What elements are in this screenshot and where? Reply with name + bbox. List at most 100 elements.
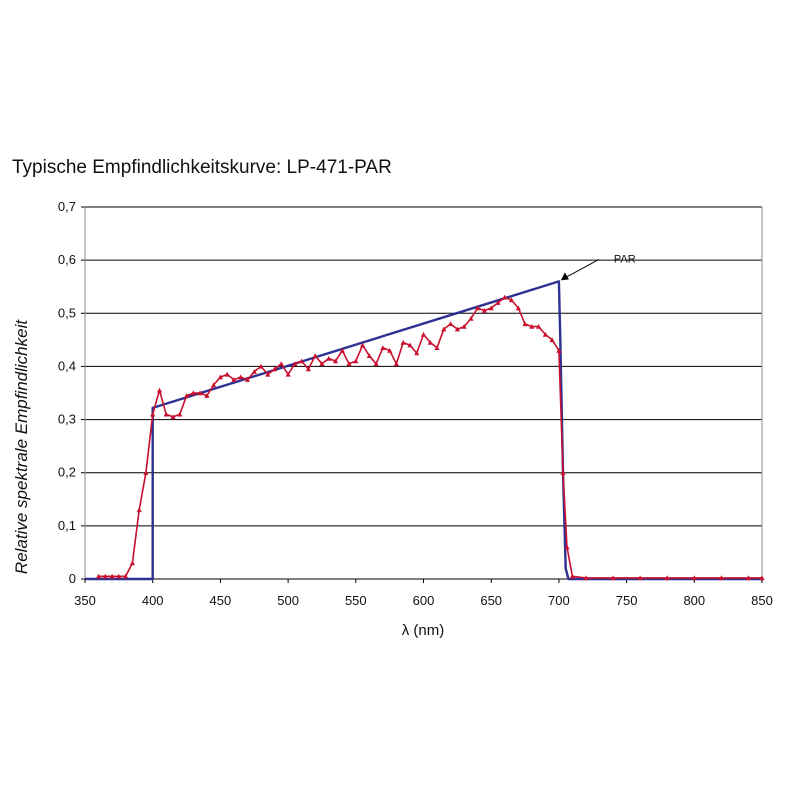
series-2-point bbox=[454, 326, 460, 332]
series-2-point bbox=[508, 297, 515, 303]
series-2-point bbox=[475, 305, 481, 311]
y-tick-label: 0,4 bbox=[58, 358, 76, 373]
series-2-point bbox=[305, 366, 311, 372]
series-2-point bbox=[238, 374, 244, 380]
x-tick-label: 650 bbox=[480, 593, 502, 608]
series-2-point bbox=[542, 331, 548, 337]
series-2-point bbox=[190, 390, 196, 396]
series-2-point bbox=[312, 353, 318, 358]
series-2-point bbox=[211, 382, 217, 388]
series-2-point bbox=[468, 316, 474, 321]
x-tick-label: 550 bbox=[345, 593, 367, 608]
series-2-point bbox=[373, 361, 379, 366]
y-tick-label: 0,6 bbox=[58, 252, 76, 267]
series-2-point bbox=[163, 411, 169, 417]
series-2-point bbox=[332, 358, 339, 364]
y-tick-label: 0,3 bbox=[58, 412, 76, 427]
series-2-point bbox=[427, 339, 433, 345]
series-2-point bbox=[564, 544, 570, 550]
x-tick-label: 800 bbox=[683, 593, 705, 608]
series-2-point bbox=[380, 345, 386, 350]
series-2-point bbox=[292, 361, 298, 366]
series-2-point bbox=[299, 358, 305, 364]
series-2-point bbox=[285, 371, 291, 377]
series-2-point bbox=[495, 300, 501, 305]
series-2-point bbox=[691, 575, 697, 581]
series-2-point bbox=[136, 507, 142, 513]
x-tick-label: 450 bbox=[210, 593, 232, 608]
y-tick-label: 0,7 bbox=[58, 199, 76, 214]
annotation-label: PAR bbox=[614, 253, 636, 265]
series-2-point bbox=[420, 331, 427, 337]
series-2-point bbox=[448, 321, 454, 327]
x-tick-label: 600 bbox=[413, 593, 435, 608]
chart-title: Typische Empfindlichkeitskurve: LP-471-P… bbox=[12, 157, 392, 178]
y-tick-label: 0,2 bbox=[58, 465, 76, 480]
series-2-point bbox=[346, 361, 352, 366]
series-2-point bbox=[197, 390, 203, 396]
series-2-line bbox=[98, 296, 762, 579]
series-2-point bbox=[360, 342, 366, 348]
series-2-point bbox=[123, 573, 129, 579]
series-2-point bbox=[441, 326, 447, 332]
series-2-point bbox=[184, 393, 190, 398]
x-tick-label: 850 bbox=[751, 593, 773, 608]
series-2-point bbox=[95, 573, 102, 579]
annotation-arrow-head bbox=[560, 272, 569, 281]
series-2-point bbox=[414, 350, 420, 356]
series-2-point bbox=[515, 305, 521, 311]
series-2-point bbox=[488, 305, 494, 311]
x-tick-label: 700 bbox=[548, 593, 570, 608]
x-axis-label: λ (nm) bbox=[401, 622, 445, 639]
y-tick-label: 0 bbox=[69, 571, 76, 586]
series-2-point bbox=[244, 377, 251, 382]
series-2-point bbox=[745, 575, 752, 581]
series-2-point bbox=[529, 324, 535, 329]
series-2-point bbox=[109, 573, 115, 579]
series-2-point bbox=[407, 342, 413, 348]
series-2-point bbox=[217, 374, 223, 380]
series-2-point bbox=[129, 560, 135, 566]
series-2-point bbox=[204, 393, 210, 398]
series-par-line bbox=[85, 280, 762, 581]
series-2-point bbox=[319, 361, 325, 366]
x-tick-label: 500 bbox=[277, 593, 299, 608]
series-2-point bbox=[664, 575, 670, 581]
series-2-point bbox=[326, 355, 332, 361]
series-2-point bbox=[718, 575, 724, 581]
series-2-point bbox=[387, 347, 393, 353]
series-2-point bbox=[339, 347, 345, 353]
series-2-point bbox=[150, 411, 156, 417]
series-2-point bbox=[231, 377, 237, 382]
series-2-point bbox=[560, 470, 566, 475]
series-2-point bbox=[481, 308, 487, 313]
series-2-point bbox=[177, 411, 183, 417]
x-tick-label: 350 bbox=[74, 593, 96, 608]
series-2-point bbox=[556, 347, 562, 353]
series-2-point bbox=[366, 353, 372, 358]
y-tick-label: 0,1 bbox=[58, 518, 76, 533]
series-2-point bbox=[265, 371, 271, 377]
series-2-point bbox=[272, 366, 278, 372]
series-2-point bbox=[583, 575, 589, 581]
series-2-point bbox=[610, 575, 616, 581]
series-2-point bbox=[536, 324, 542, 329]
series-2-point bbox=[393, 361, 399, 366]
series-2-point bbox=[251, 369, 257, 374]
series-2-point bbox=[637, 575, 643, 581]
series-2-point bbox=[400, 339, 406, 345]
series-2-point bbox=[278, 361, 284, 366]
x-tick-label: 400 bbox=[142, 593, 164, 608]
series-2-point bbox=[549, 337, 555, 343]
series-2-point bbox=[156, 387, 163, 393]
series-2-point bbox=[461, 324, 467, 329]
series-2-point bbox=[143, 470, 149, 475]
series-2-point bbox=[434, 345, 440, 350]
series-2-point bbox=[170, 414, 176, 420]
y-tick-label: 0,5 bbox=[58, 305, 76, 320]
series-2-point bbox=[522, 321, 528, 327]
series-2-point bbox=[224, 371, 230, 377]
annotation-arrow-line bbox=[563, 258, 600, 279]
series-2-point bbox=[353, 358, 359, 364]
